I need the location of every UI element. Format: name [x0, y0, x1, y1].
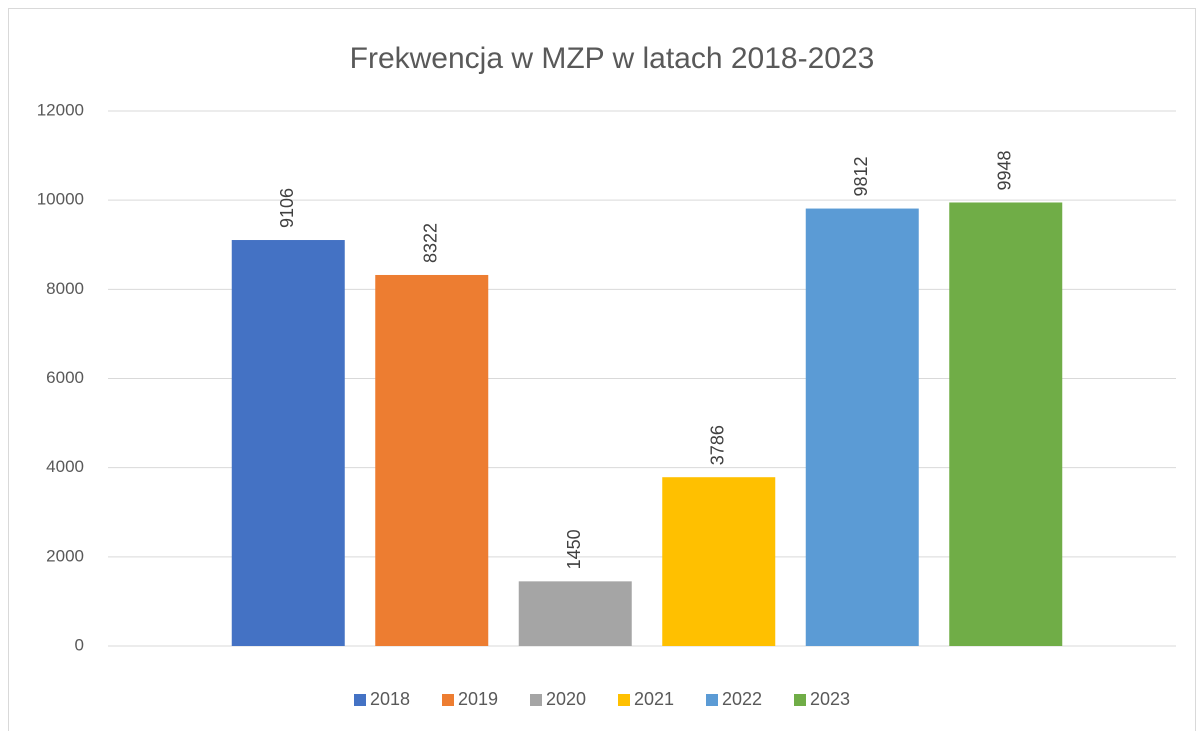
legend-label: 2021 — [634, 689, 674, 709]
data-label: 3786 — [708, 425, 728, 465]
data-label: 9812 — [851, 157, 871, 197]
legend-swatch — [530, 694, 542, 706]
bar — [662, 477, 776, 646]
bar — [231, 240, 345, 646]
bar — [375, 274, 489, 646]
bar — [949, 202, 1063, 647]
y-tick-label: 12000 — [37, 100, 84, 119]
y-tick-label: 0 — [75, 635, 84, 654]
y-tick-label: 8000 — [46, 279, 84, 298]
legend-label: 2018 — [370, 689, 410, 709]
y-tick-label: 10000 — [37, 190, 84, 209]
bar — [805, 208, 919, 646]
legend-label: 2020 — [546, 689, 586, 709]
legend-label: 2022 — [722, 689, 762, 709]
bar — [518, 581, 632, 646]
legend-swatch — [354, 694, 366, 706]
data-label: 8322 — [421, 223, 441, 263]
y-tick-label: 6000 — [46, 368, 84, 387]
legend-swatch — [442, 694, 454, 706]
data-label: 1450 — [564, 529, 584, 569]
legend-swatch — [794, 694, 806, 706]
legend-swatch — [706, 694, 718, 706]
data-label: 9948 — [995, 150, 1015, 190]
y-tick-label: 4000 — [46, 457, 84, 476]
y-tick-label: 2000 — [46, 546, 84, 565]
chart-title: Frekwencja w MZP w latach 2018-2023 — [350, 42, 875, 75]
legend-swatch — [618, 694, 630, 706]
legend-label: 2023 — [810, 689, 850, 709]
data-label: 9106 — [277, 188, 297, 228]
legend-label: 2019 — [458, 689, 498, 709]
